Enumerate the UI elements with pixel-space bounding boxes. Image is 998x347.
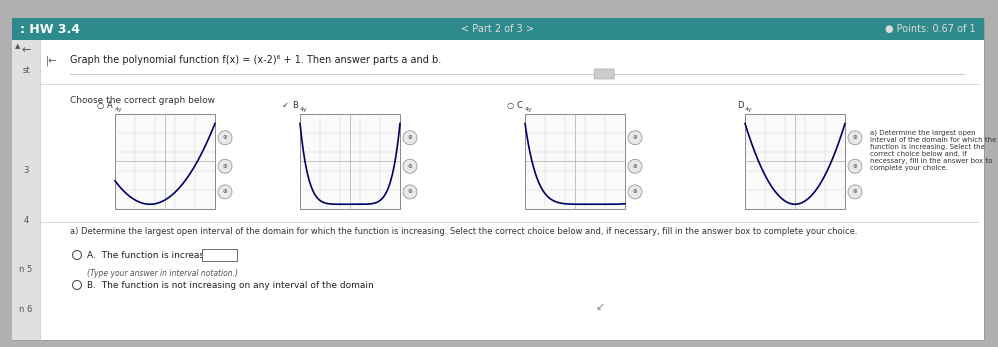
Text: ⊕: ⊕	[408, 164, 412, 169]
Text: : HW 3.4: : HW 3.4	[20, 23, 80, 35]
Text: ⊕: ⊕	[852, 164, 857, 169]
Circle shape	[73, 251, 82, 260]
Circle shape	[848, 131, 862, 145]
Text: 4: 4	[23, 215, 29, 225]
Text: 4y: 4y	[115, 107, 123, 112]
Text: 3: 3	[23, 166, 29, 175]
Bar	[525, 114, 625, 209]
Bar	[745, 114, 845, 209]
Text: 4y: 4y	[300, 107, 307, 112]
Text: ⊕: ⊕	[852, 135, 857, 140]
Circle shape	[73, 280, 82, 289]
Text: ▲: ▲	[15, 43, 20, 49]
Text: n 5: n 5	[19, 265, 33, 274]
Text: ○: ○	[97, 101, 104, 110]
Text: ● Points: 0.67 of 1: ● Points: 0.67 of 1	[885, 24, 976, 34]
Text: ⊕: ⊕	[633, 189, 638, 194]
Text: 4y: 4y	[525, 107, 533, 112]
Circle shape	[403, 185, 417, 199]
Circle shape	[628, 159, 642, 173]
Text: A.  The function is increasing on: A. The function is increasing on	[87, 251, 233, 260]
Text: < Part 2 of 3 >: < Part 2 of 3 >	[461, 24, 535, 34]
Circle shape	[403, 131, 417, 145]
Text: ←: ←	[21, 45, 31, 55]
Text: C: C	[517, 101, 523, 110]
Text: ⊕: ⊕	[408, 135, 412, 140]
Text: ⊕: ⊕	[852, 189, 857, 194]
Text: ⊕: ⊕	[223, 135, 228, 140]
Text: B.  The function is not increasing on any interval of the domain: B. The function is not increasing on any…	[87, 280, 373, 289]
Text: Choose the correct graph below: Choose the correct graph below	[70, 96, 215, 105]
Text: ⊕: ⊕	[223, 164, 228, 169]
Text: a) Determine the largest open interval of the domain for which the function is i: a) Determine the largest open interval o…	[870, 129, 996, 170]
Text: ✓: ✓	[282, 101, 289, 110]
Circle shape	[848, 159, 862, 173]
Circle shape	[218, 185, 232, 199]
Text: ○: ○	[507, 101, 514, 110]
Text: |←: |←	[46, 55, 57, 66]
Bar	[300, 114, 400, 209]
Text: ↙: ↙	[596, 302, 605, 312]
Circle shape	[218, 131, 232, 145]
Text: ⊕: ⊕	[633, 164, 638, 169]
Circle shape	[628, 131, 642, 145]
Circle shape	[218, 159, 232, 173]
Bar	[115, 114, 215, 209]
Text: ⊕: ⊕	[408, 189, 412, 194]
Text: a) Determine the largest open interval of the domain for which the function is i: a) Determine the largest open interval o…	[70, 227, 857, 236]
Text: (Type your answer in interval notation.): (Type your answer in interval notation.)	[87, 269, 238, 278]
Bar	[12, 40, 984, 340]
Circle shape	[403, 159, 417, 173]
Bar	[12, 18, 984, 40]
Circle shape	[848, 185, 862, 199]
Circle shape	[628, 185, 642, 199]
Text: A: A	[107, 101, 113, 110]
Text: n 6: n 6	[19, 305, 33, 314]
Text: D: D	[737, 101, 744, 110]
Text: Graph the polynomial function f(x) = (x-2)⁶ + 1. Then answer parts a and b.: Graph the polynomial function f(x) = (x-…	[70, 55, 441, 65]
Text: ⊕: ⊕	[633, 135, 638, 140]
FancyBboxPatch shape	[594, 69, 614, 79]
Text: B: B	[292, 101, 297, 110]
Text: 4y: 4y	[745, 107, 752, 112]
Text: ⊕: ⊕	[223, 189, 228, 194]
Text: st: st	[22, 66, 30, 75]
Bar	[202, 249, 237, 261]
Bar	[12, 40, 40, 340]
